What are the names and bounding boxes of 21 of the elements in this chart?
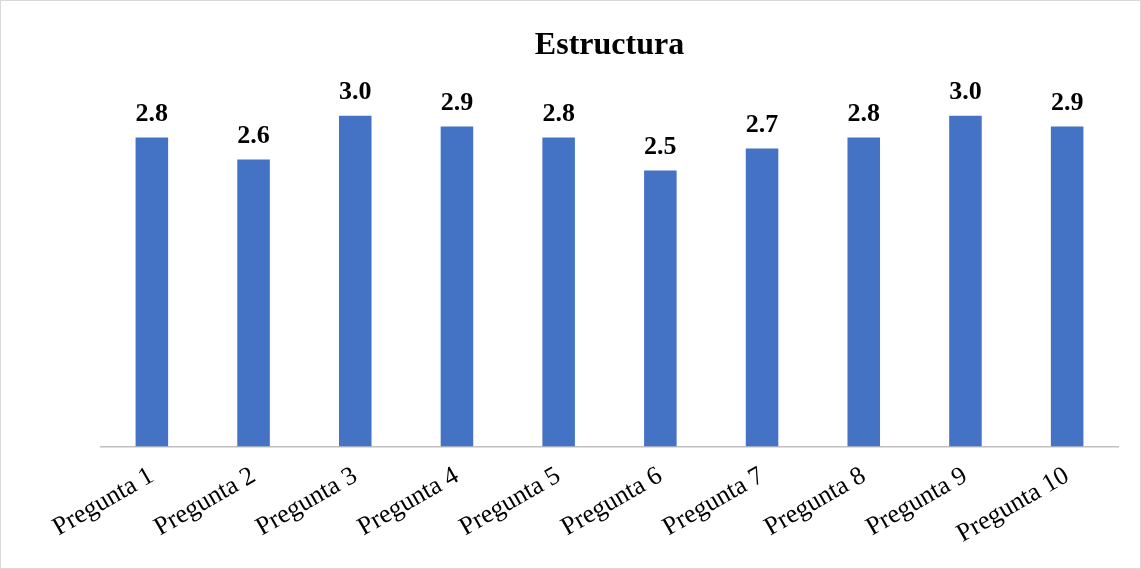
bar — [135, 137, 169, 447]
data-label: 2.6 — [237, 120, 270, 150]
bar — [542, 137, 575, 447]
bar — [440, 126, 474, 447]
data-label: 2.9 — [440, 87, 474, 117]
data-label: 2.5 — [644, 131, 677, 161]
bar — [338, 115, 372, 447]
chart-title: Estructura — [534, 25, 685, 62]
data-label: 3.0 — [339, 76, 372, 106]
data-label: 2.7 — [745, 109, 779, 139]
bar — [847, 137, 881, 447]
data-label: 2.9 — [1050, 87, 1084, 117]
data-label: 2.8 — [542, 98, 575, 128]
bar — [949, 115, 982, 447]
data-label: 3.0 — [949, 76, 982, 106]
bar — [237, 159, 270, 447]
bar — [745, 148, 779, 447]
data-label: 2.8 — [847, 98, 880, 128]
bar — [644, 170, 677, 447]
data-label: 2.8 — [135, 98, 169, 128]
bar — [1050, 126, 1084, 447]
